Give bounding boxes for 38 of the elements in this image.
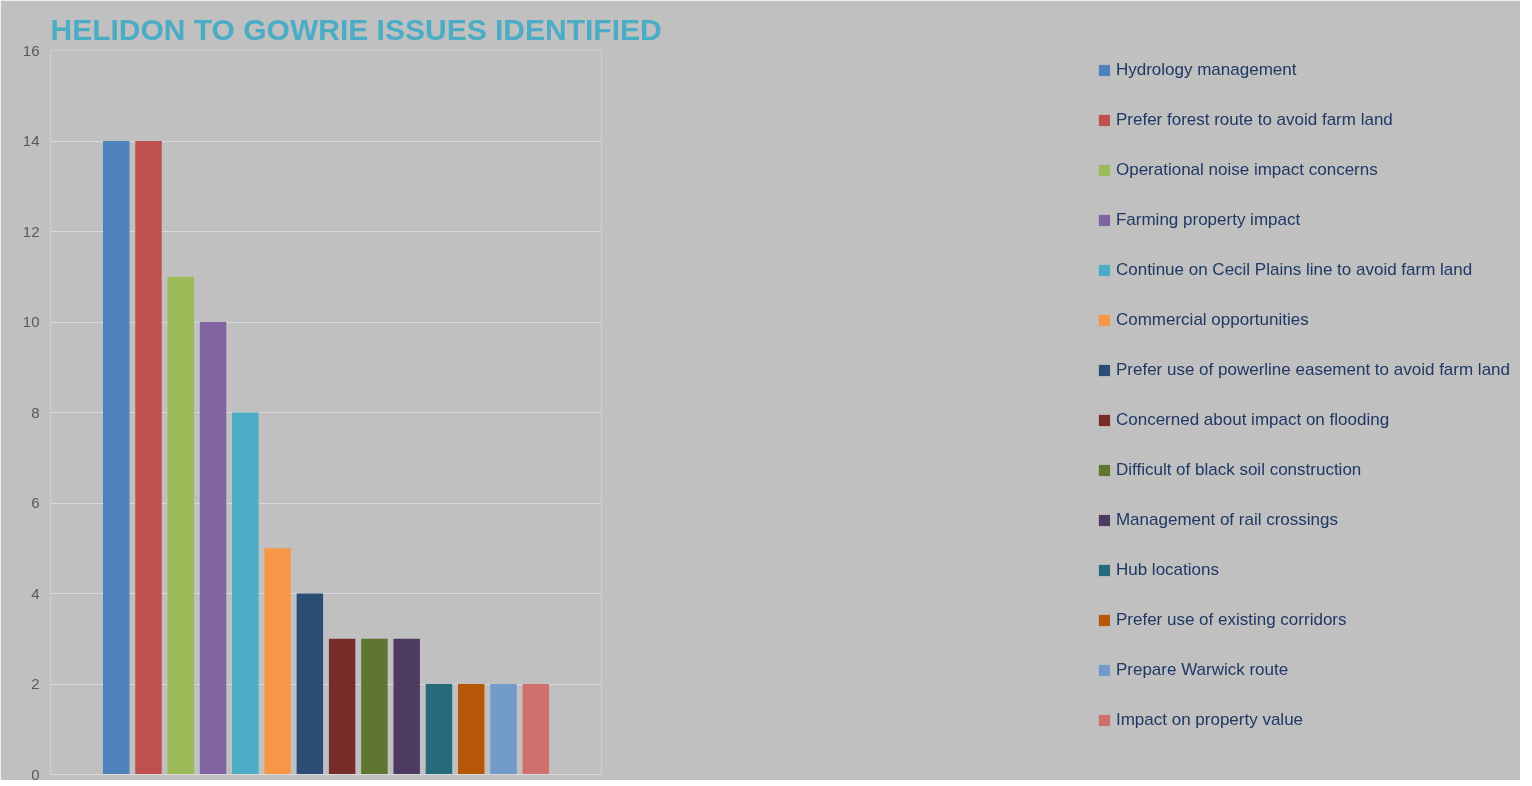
legend-label: Management of rail crossings: [1115, 510, 1338, 530]
bar: [135, 141, 162, 775]
legend-label: Impact on property value: [1115, 710, 1304, 730]
legend-label: Operational noise impact concerns: [1115, 160, 1378, 180]
y-tick-label: 4: [31, 584, 40, 602]
bar: [167, 276, 194, 775]
y-tick-label: 10: [22, 313, 40, 330]
bar: [199, 322, 227, 775]
legend-label: Prefer use of existing corridors: [1115, 610, 1347, 630]
legend-label: Continue on Cecil Plains line to avoid farm land: [1115, 260, 1473, 280]
y-tick-label: 2: [31, 675, 40, 692]
bar: [393, 638, 420, 775]
y-tick-label: 6: [31, 494, 40, 511]
bar: [458, 684, 485, 775]
bar: [232, 412, 259, 775]
legend-label: Prefer use of powerline easement to avoid farm land: [1115, 360, 1510, 380]
y-tick-label: 16: [22, 41, 40, 59]
legend-label: Farming property impact: [1115, 210, 1301, 230]
y-tick-label: 14: [22, 132, 40, 149]
legend-label: Hub locations: [1115, 560, 1219, 580]
legend-label: Prepare Warwick route: [1115, 660, 1289, 680]
y-tick-label: 0: [31, 765, 40, 783]
bar: [264, 548, 291, 775]
legend-label: Difficult of black soil construction: [1115, 460, 1362, 480]
chart-title: HELIDON TO GOWRIE ISSUES IDENTIFIED: [50, 12, 662, 46]
y-tick-label: 12: [22, 222, 40, 240]
bar: [328, 638, 356, 775]
legend-label: Hydrology management: [1115, 60, 1297, 80]
bar: [425, 684, 453, 775]
bar: [361, 638, 388, 775]
legend-label: Concerned about impact on flooding: [1115, 410, 1390, 430]
bar: [522, 684, 550, 775]
legend-label: Prefer forest route to avoid farm land: [1115, 110, 1393, 130]
y-tick-label: 8: [31, 403, 40, 421]
bar: [296, 593, 324, 775]
legend-label: Commercial opportunities: [1115, 310, 1309, 330]
bar: [490, 684, 517, 775]
bar: [102, 141, 130, 775]
